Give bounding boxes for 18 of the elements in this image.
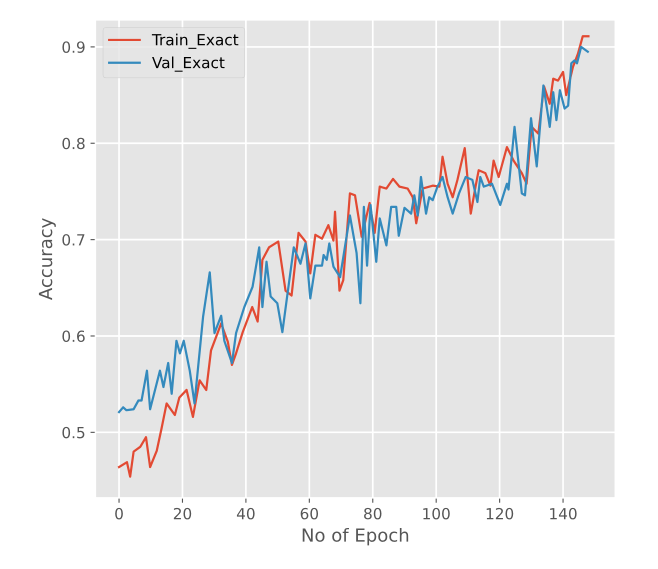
y-tick-label: 0.5: [62, 426, 84, 438]
y-axis-title: Accuracy: [38, 218, 56, 300]
x-tick-label: 20: [174, 508, 192, 520]
y-tick-label: 0.7: [62, 234, 84, 246]
y-tick-label: 0.6: [62, 330, 85, 342]
x-axis-title: No of Epoch: [302, 528, 408, 546]
y-tick-label: 0.9: [62, 41, 85, 53]
x-tick-label: 0: [115, 508, 123, 520]
y-tick-label: 0.8: [62, 138, 85, 150]
line-series: [118, 35, 590, 478]
x-tick-label: 80: [364, 508, 382, 520]
x-tick-label: 40: [236, 508, 255, 520]
legend-label: Train_Exact: [152, 34, 238, 49]
x-tick-label: 140: [550, 508, 577, 520]
x-tick-label: 60: [300, 508, 318, 520]
x-tick-label: 120: [486, 508, 514, 520]
legend-label: Val_Exact: [152, 56, 225, 72]
x-tick-label: 100: [423, 508, 450, 520]
